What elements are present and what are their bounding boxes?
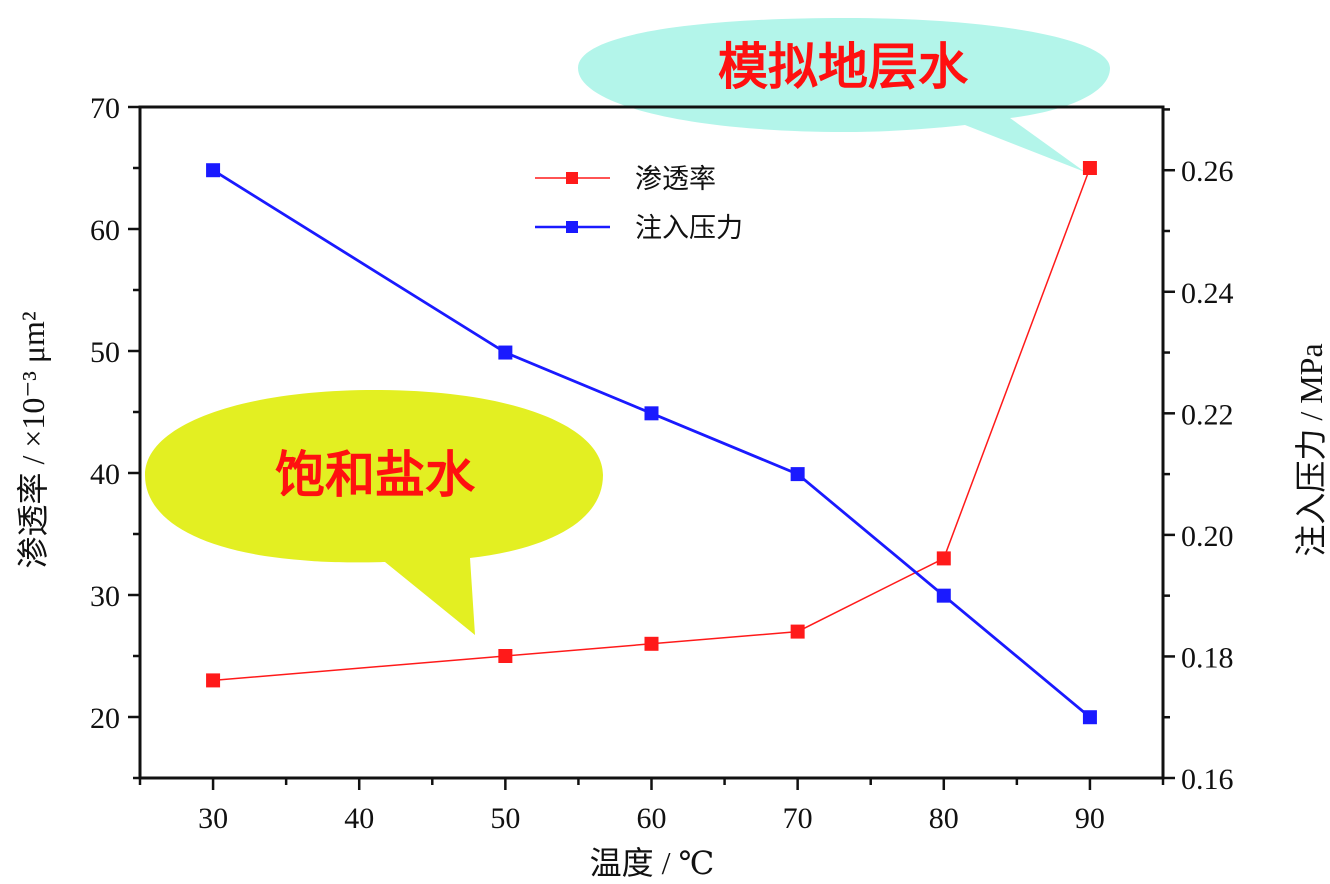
- x-tick-label: 40: [344, 802, 374, 835]
- y-axis-label: 渗透率 / ×10⁻³ μm²: [15, 311, 51, 568]
- data-point-series-1: [936, 588, 951, 603]
- data-point-series-1: [644, 406, 659, 421]
- data-point-series-1: [1082, 710, 1097, 725]
- y-tick-label: 50: [90, 336, 120, 369]
- series-line-0: [213, 167, 1091, 682]
- x-tick-label: 70: [783, 802, 813, 835]
- callout-simulated-formation-water: 模拟地层水: [718, 38, 969, 96]
- data-point-series-0: [1082, 161, 1097, 175]
- x-tick-label: 60: [637, 802, 667, 835]
- data-point-series-0: [206, 673, 221, 688]
- data-point-series-0: [790, 624, 805, 639]
- data-point-series-1: [498, 345, 513, 360]
- x-tick-label: 30: [198, 802, 228, 835]
- legend-label-pressure: 注入压力: [635, 213, 743, 243]
- callout-saturated-brine: 饱和盐水: [275, 446, 476, 504]
- legend: 渗透率 注入压力: [535, 164, 743, 243]
- y2-tick-label: 0.26: [1181, 155, 1234, 188]
- series-line-1: [212, 169, 1091, 719]
- y2-tick-label: 0.22: [1181, 398, 1234, 431]
- x-tick-label: 80: [929, 802, 959, 835]
- y-tick-label: 60: [90, 214, 120, 247]
- x-tick-label: 50: [490, 802, 520, 835]
- data-point-series-1: [790, 467, 805, 482]
- legend-label-permeability: 渗透率: [635, 164, 716, 194]
- y2-axis-label: 注入压力 / MPa: [1293, 343, 1329, 556]
- data-point-series-0: [644, 636, 659, 651]
- x-tick-label: 90: [1075, 802, 1105, 835]
- y2-tick-label: 0.16: [1181, 763, 1234, 796]
- data-point-series-1: [206, 163, 221, 178]
- x-axis-label: 温度 / ℃: [590, 845, 715, 881]
- data-point-series-0: [498, 649, 513, 663]
- y2-tick-label: 0.18: [1181, 641, 1234, 674]
- callout-yellow-bubble: [145, 390, 603, 635]
- y2-tick-label: 0.20: [1181, 520, 1234, 553]
- y2-tick-label: 0.24: [1181, 277, 1234, 310]
- legend-marker-permeability: [566, 172, 578, 184]
- legend-marker-pressure: [566, 221, 578, 233]
- y-tick-label: 30: [90, 580, 120, 613]
- callout-cyan-bubble: [578, 18, 1110, 172]
- y-tick-label: 70: [90, 92, 120, 125]
- y-tick-label: 20: [90, 702, 120, 735]
- y-tick-label: 40: [90, 458, 120, 491]
- data-point-series-0: [936, 551, 951, 566]
